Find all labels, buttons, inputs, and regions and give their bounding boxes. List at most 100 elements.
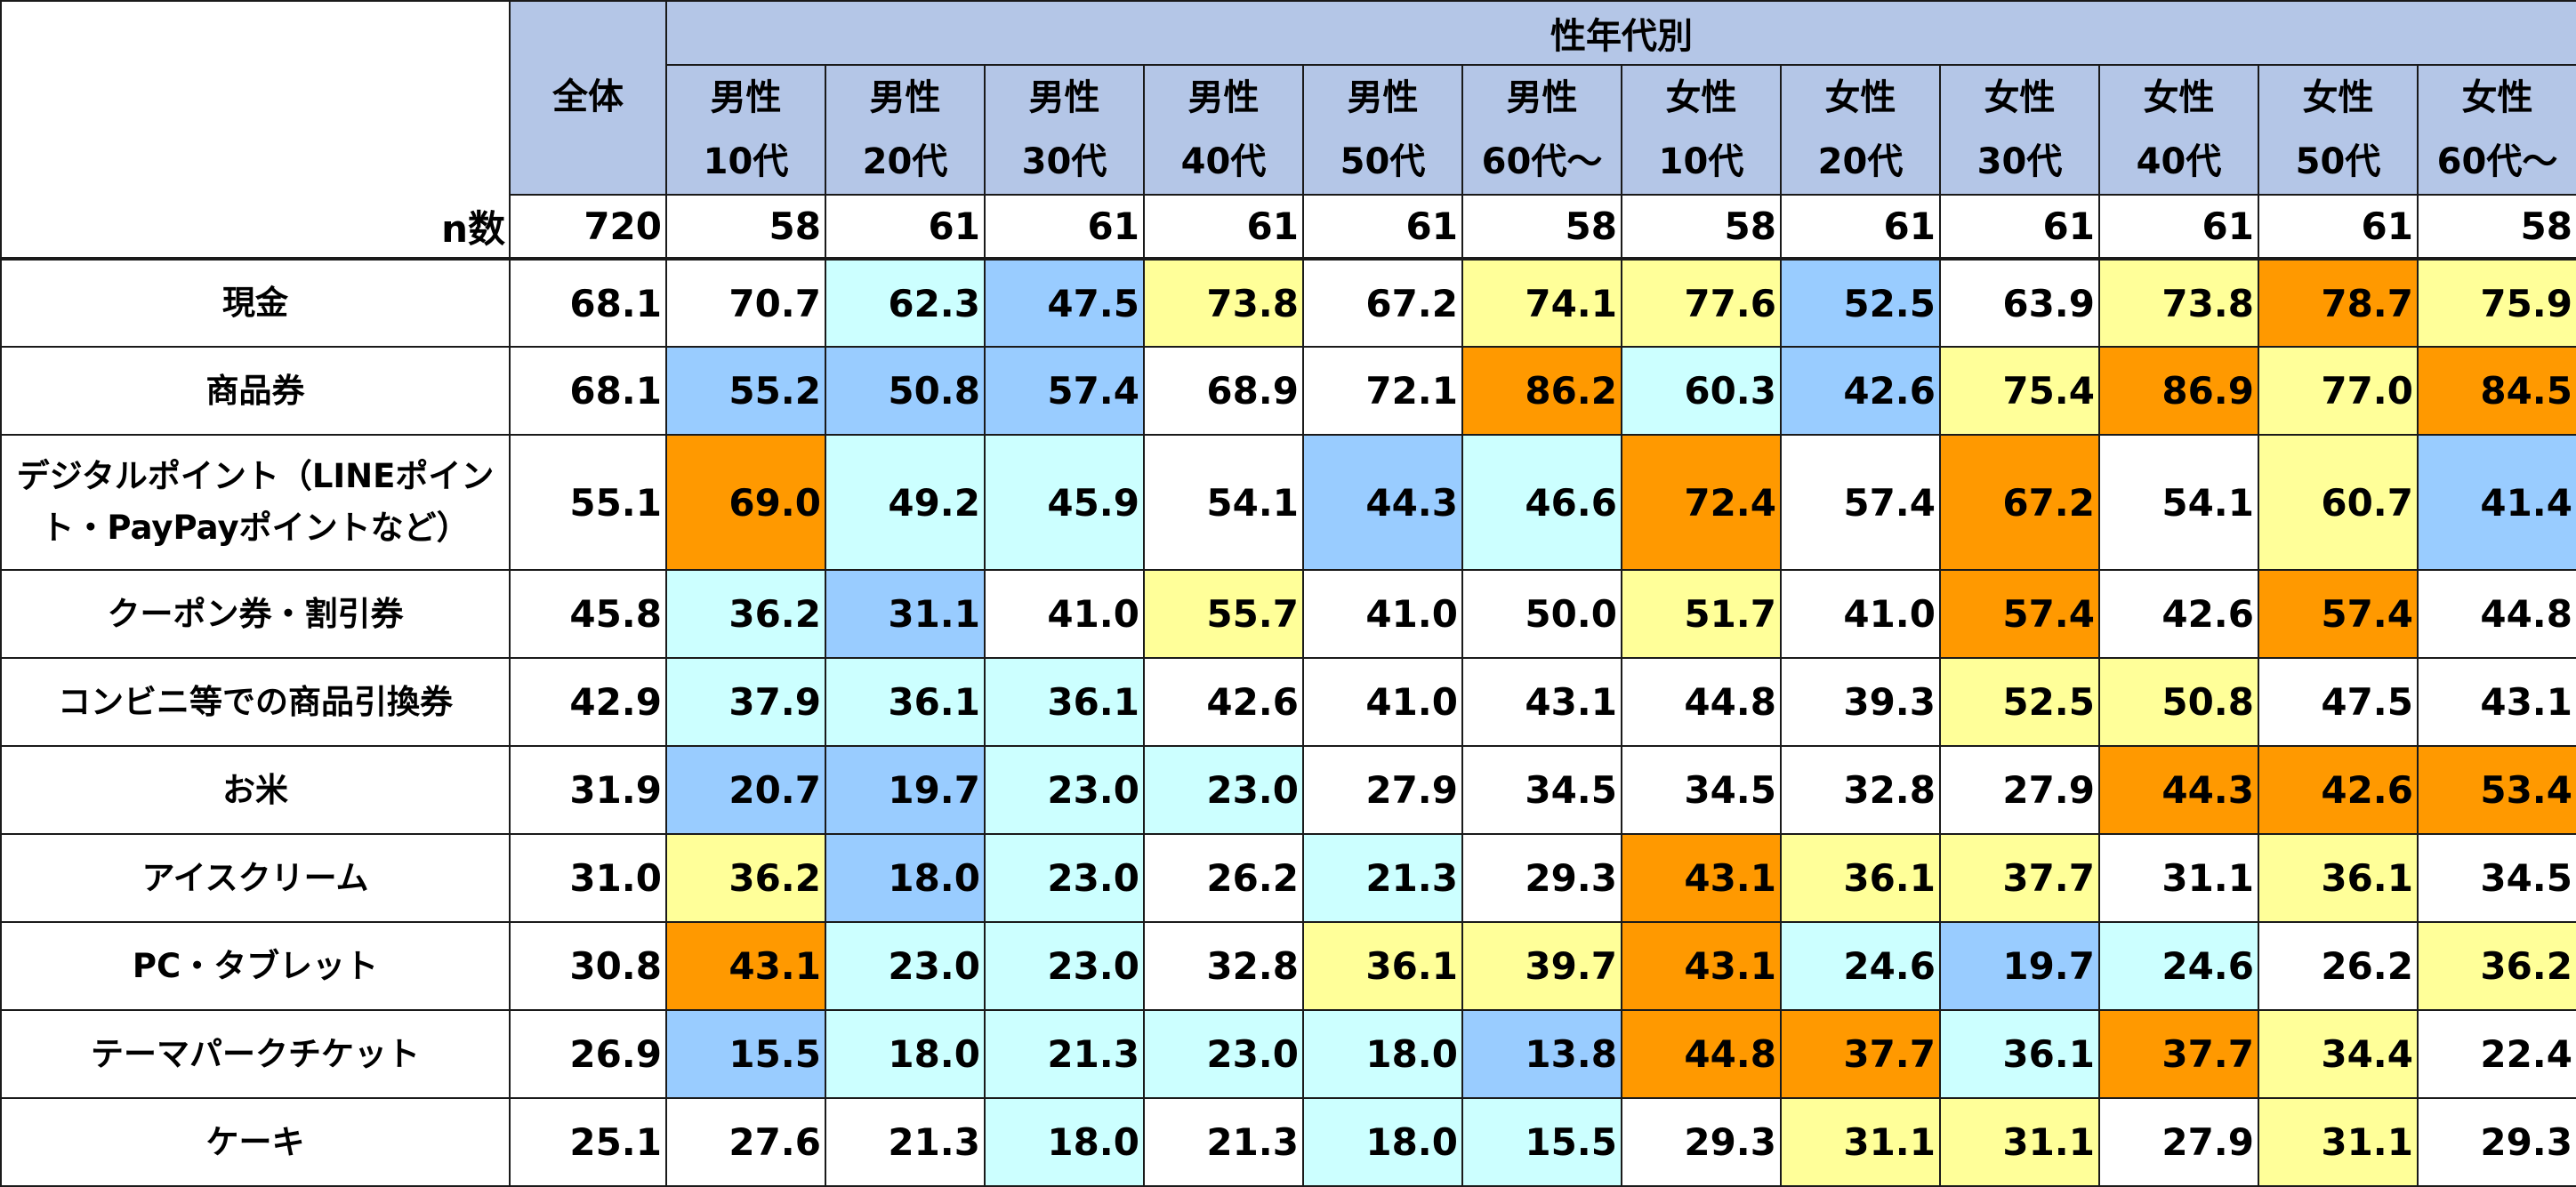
value-cell: 37.9	[665, 657, 826, 747]
value-cell: 36.2	[2417, 921, 2576, 1011]
value-cell: 27.6	[665, 1097, 826, 1187]
value-cell: 50.0	[1461, 569, 1622, 659]
value-cell: 18.0	[1302, 1009, 1463, 1099]
value-cell: 26.2	[2258, 921, 2419, 1011]
gender-age-group-header: 性年代別	[665, 0, 2576, 66]
total-value-cell: 26.9	[509, 1009, 667, 1099]
segment-age-label: 20代	[862, 141, 948, 182]
value-cell: 39.3	[1780, 657, 1941, 747]
value-cell: 36.1	[984, 657, 1145, 747]
value-cell: 31.1	[2258, 1097, 2419, 1187]
row-label: お米	[0, 745, 511, 835]
sample-size-value: 58	[1461, 194, 1622, 261]
total-value-cell: 25.1	[509, 1097, 667, 1187]
total-value-cell: 68.1	[509, 346, 667, 436]
value-cell: 63.9	[1939, 258, 2100, 348]
value-cell: 21.3	[1143, 1097, 1304, 1187]
segment-header: 女性 20代	[1780, 64, 1941, 196]
total-value-cell: 45.8	[509, 569, 667, 659]
value-cell: 69.0	[665, 434, 826, 571]
value-cell: 55.7	[1143, 569, 1304, 659]
value-cell: 72.4	[1621, 434, 1782, 571]
value-cell: 42.6	[2098, 569, 2259, 659]
value-cell: 37.7	[1939, 833, 2100, 923]
value-cell: 84.5	[2417, 346, 2576, 436]
segment-gender-label: 男性	[869, 77, 941, 118]
segment-age-label: 40代	[2136, 141, 2222, 182]
segment-gender-label: 女性	[1984, 77, 2056, 118]
sample-size-row: n数 720 58 61 61 61 61 58 58 61 61 61 61 58	[0, 194, 2576, 261]
value-cell: 57.4	[2258, 569, 2419, 659]
sample-size-value: 61	[825, 194, 986, 261]
value-cell: 51.7	[1621, 569, 1782, 659]
segment-gender-label: 男性	[1028, 77, 1100, 118]
value-cell: 75.9	[2417, 258, 2576, 348]
value-cell: 43.1	[1621, 833, 1782, 923]
row-label: クーポン券・割引券	[0, 569, 511, 659]
value-cell: 32.8	[1143, 921, 1304, 1011]
segment-header: 女性 40代	[2098, 64, 2259, 196]
segment-age-label: 10代	[703, 141, 789, 182]
row-label: コンビニ等での商品引換券	[0, 657, 511, 747]
table-body: 現金 68.1 70.7 62.3 47.5 73.8 67.2 74.1 77.6 52.5 63…	[0, 258, 2576, 1187]
value-cell: 78.7	[2258, 258, 2419, 348]
value-cell: 34.5	[1621, 745, 1782, 835]
value-cell: 52.5	[1939, 657, 2100, 747]
sample-size-value: 61	[984, 194, 1145, 261]
segment-header: 男性 20代	[825, 64, 986, 196]
value-cell: 29.3	[1461, 833, 1622, 923]
value-cell: 21.3	[1302, 833, 1463, 923]
value-cell: 41.0	[1780, 569, 1941, 659]
value-cell: 41.0	[984, 569, 1145, 659]
total-value-cell: 30.8	[509, 921, 667, 1011]
value-cell: 29.3	[1621, 1097, 1782, 1187]
segment-header: 男性 10代	[665, 64, 826, 196]
value-cell: 18.0	[825, 833, 986, 923]
value-cell: 50.8	[2098, 657, 2259, 747]
sample-size-value: 61	[1143, 194, 1304, 261]
sample-size-value: 61	[1939, 194, 2100, 261]
segment-gender-label: 女性	[1824, 77, 1896, 118]
value-cell: 44.8	[1621, 1009, 1782, 1099]
segment-header: 男性 50代	[1302, 64, 1463, 196]
value-cell: 37.7	[1780, 1009, 1941, 1099]
value-cell: 41.4	[2417, 434, 2576, 571]
value-cell: 43.1	[1461, 657, 1622, 747]
value-cell: 27.9	[2098, 1097, 2259, 1187]
row-label: 現金	[0, 258, 511, 348]
segment-age-label: 60代～	[2436, 141, 2558, 182]
row-label: ケーキ	[0, 1097, 511, 1187]
value-cell: 60.7	[2258, 434, 2419, 571]
row-label: デジタルポイント（LINEポイント・PayPayポイントなど）	[0, 434, 511, 571]
value-cell: 31.1	[2098, 833, 2259, 923]
value-cell: 47.5	[984, 258, 1145, 348]
value-cell: 41.0	[1302, 569, 1463, 659]
value-cell: 18.0	[984, 1097, 1145, 1187]
segment-gender-label: 男性	[710, 77, 782, 118]
value-cell: 73.8	[2098, 258, 2259, 348]
value-cell: 21.3	[825, 1097, 986, 1187]
value-cell: 27.9	[1939, 745, 2100, 835]
value-cell: 24.6	[1780, 921, 1941, 1011]
sample-size-label: n数	[0, 195, 511, 261]
table-row: テーマパークチケット 26.9 15.5 18.0 21.3 23.0 18.0 13.8 44…	[0, 1009, 2576, 1099]
segment-header: 女性 10代	[1621, 64, 1782, 196]
segment-age-label: 30代	[1976, 141, 2063, 182]
total-value-cell: 55.1	[509, 434, 667, 571]
value-cell: 23.0	[1143, 1009, 1304, 1099]
value-cell: 18.0	[825, 1009, 986, 1099]
value-cell: 44.3	[2098, 745, 2259, 835]
segment-age-label: 50代	[2295, 141, 2381, 182]
segment-age-label: 50代	[1340, 141, 1426, 182]
table-row: デジタルポイント（LINEポイント・PayPayポイントなど） 55.1 69.0 4…	[0, 434, 2576, 571]
segment-gender-label: 男性	[1347, 77, 1419, 118]
value-cell: 75.4	[1939, 346, 2100, 436]
value-cell: 68.9	[1143, 346, 1304, 436]
sample-size-value: 61	[2098, 194, 2259, 261]
sample-size-value: 61	[1302, 194, 1463, 261]
value-cell: 57.4	[984, 346, 1145, 436]
segment-age-label: 60代～	[1481, 141, 1603, 182]
value-cell: 29.3	[2417, 1097, 2576, 1187]
value-cell: 54.1	[2098, 434, 2259, 571]
